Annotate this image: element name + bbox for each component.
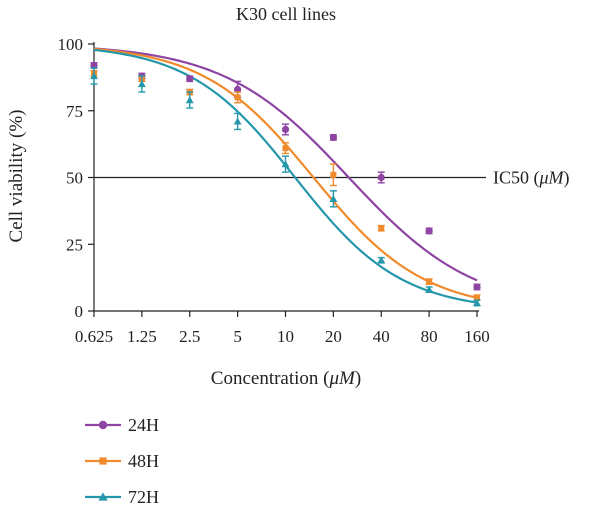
point-48h — [234, 94, 241, 101]
fit-curves — [93, 47, 478, 304]
point-72h — [377, 256, 386, 264]
point-48h — [378, 225, 385, 232]
x-tick-label: 2.5 — [179, 327, 200, 346]
legend-marker-24h — [98, 420, 108, 430]
y-axis-title: Cell viability (%) — [6, 110, 27, 243]
point-24h — [377, 173, 385, 182]
x-tick-label: 160 — [464, 327, 490, 346]
x-tick-label: 10 — [277, 327, 294, 346]
x-tick-label: 40 — [373, 327, 390, 346]
ic50-label: IC50 (μM) — [493, 168, 570, 189]
point-72h — [473, 299, 481, 307]
x-tick-label: 20 — [325, 327, 342, 346]
fit-curve-72h — [93, 48, 478, 304]
point-72h — [281, 160, 290, 168]
y-tick-label: 0 — [75, 302, 84, 321]
point-24h — [234, 85, 242, 93]
point-24h — [329, 133, 337, 142]
ic50-reference: IC50 (μM) — [94, 168, 570, 189]
chart-title: K30 cell lines — [236, 4, 336, 24]
point-72h — [137, 80, 146, 88]
y-tick-label: 75 — [66, 102, 83, 121]
fit-curve-48h — [93, 47, 478, 299]
legend-label-72h: 72H — [128, 487, 159, 507]
point-48h — [330, 171, 337, 178]
legend-marker-48h — [99, 457, 107, 465]
legend-marker-72h — [98, 492, 108, 501]
fit-curve-24h — [93, 47, 478, 282]
point-72h — [185, 96, 194, 104]
x-tick-label: 80 — [421, 327, 438, 346]
x-axis-title: Concentration (μM) — [211, 368, 361, 389]
y-tick-label: 25 — [66, 235, 83, 254]
y-axis-title-group: Cell viability (%) — [6, 110, 27, 243]
y-tick-label: 50 — [66, 169, 83, 188]
point-48h — [282, 145, 289, 152]
legend-item-72h: 72H — [85, 487, 159, 507]
point-48h — [426, 278, 433, 285]
y-tick-label: 100 — [58, 35, 84, 54]
point-72h — [90, 72, 98, 80]
point-48h — [474, 294, 480, 301]
point-24h — [425, 227, 433, 235]
data-points — [90, 61, 481, 307]
axes: 0 25 50 75 100 0.625 1.25 2.5 5 10 20 40 80 160 — [58, 35, 490, 346]
point-72h — [425, 285, 434, 293]
point-24h — [186, 75, 194, 83]
legend-item-48h: 48H — [85, 451, 159, 471]
x-tick-label: 5 — [233, 327, 242, 346]
point-24h — [90, 61, 98, 69]
point-24h — [473, 283, 481, 291]
point-72h — [233, 117, 242, 125]
x-tick-label: 1.25 — [127, 327, 157, 346]
point-72h — [329, 194, 338, 202]
legend-item-24h: 24H — [85, 415, 159, 435]
legend-label-48h: 48H — [128, 451, 159, 471]
legend: 24H 48H 72H — [85, 415, 159, 507]
legend-label-24h: 24H — [128, 415, 159, 435]
point-24h — [281, 125, 290, 134]
x-tick-label: 0.625 — [75, 327, 113, 346]
